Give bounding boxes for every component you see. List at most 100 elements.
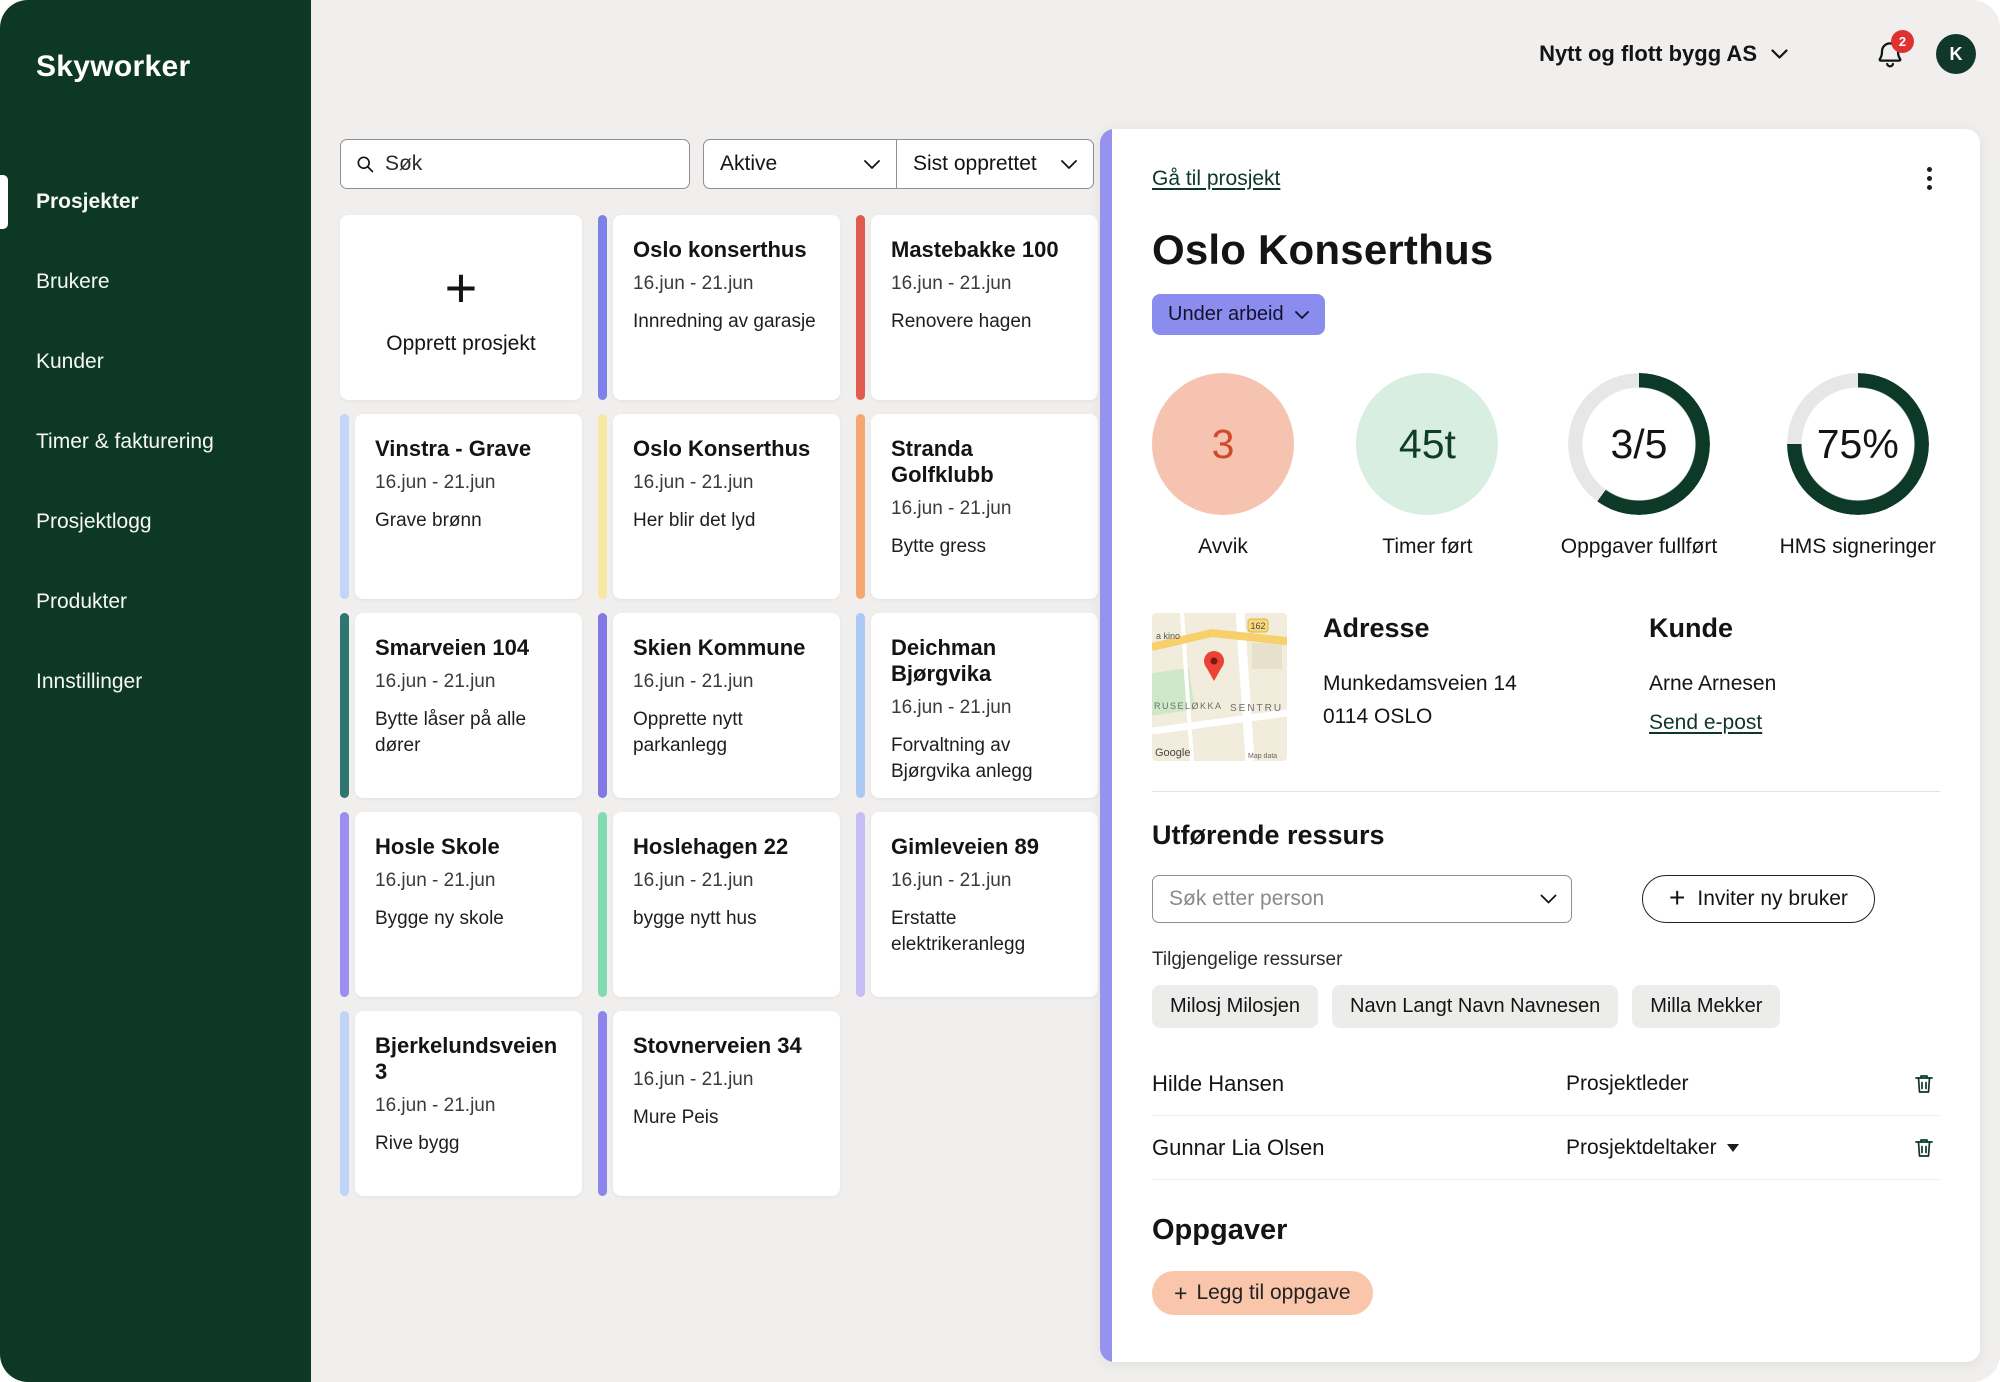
resource-chip[interactable]: Milosj Milosjen	[1152, 985, 1319, 1028]
project-card-body: Bjerkelundsveien 3 16.jun - 21.jun Rive …	[355, 1011, 582, 1196]
create-project-label: Opprett prosjekt	[386, 331, 536, 355]
map-block	[1252, 643, 1282, 669]
resource-chip[interactable]: Milla Mekker	[1632, 985, 1781, 1028]
project-card[interactable]: Oslo konserthus 16.jun - 21.jun Innredni…	[598, 215, 840, 400]
map-pin-icon	[1210, 657, 1218, 665]
project-description: Erstatte elektrikeranlegg	[891, 908, 1026, 955]
project-title: Hoslehagen 22	[633, 834, 789, 859]
project-accent-bar	[340, 613, 349, 798]
delete-member-button[interactable]	[1908, 1068, 1940, 1100]
map-highway	[1152, 628, 1287, 651]
project-title: Deichman Bjørgvika	[891, 635, 997, 686]
add-task-button[interactable]: + Legg til oppgave	[1152, 1271, 1373, 1315]
sidebar-item-label: Prosjektlogg	[36, 510, 152, 533]
project-title: Skien Kommune	[633, 635, 806, 660]
project-description: Her blir det lyd	[633, 510, 756, 531]
project-description: Mure Peis	[633, 1107, 719, 1128]
search-icon	[357, 156, 374, 173]
user-avatar[interactable]: K	[1936, 34, 1976, 74]
project-card[interactable]: Gimleveien 89 16.jun - 21.jun Erstatte e…	[856, 812, 1098, 997]
project-title: Oslo konserthus	[633, 237, 807, 262]
member-name: Gunnar Lia Olsen	[1152, 1134, 1325, 1160]
sidebar-item-prosjektlogg[interactable]: Prosjektlogg	[0, 482, 311, 562]
caret-down-icon	[1726, 1143, 1739, 1152]
project-card[interactable]: Stranda Golfklubb 16.jun - 21.jun Bytte …	[856, 414, 1098, 599]
sidebar-item-prosjekter[interactable]: Prosjekter	[0, 162, 311, 242]
sidebar-item-label: Innstillinger	[36, 670, 143, 693]
project-accent-bar	[856, 812, 865, 997]
project-accent-bar	[340, 414, 349, 599]
stat-label: Avvik	[1198, 535, 1248, 558]
project-dates: 16.jun - 21.jun	[891, 498, 1012, 519]
project-card-body: Oslo konserthus 16.jun - 21.jun Innredni…	[613, 215, 840, 400]
project-card[interactable]: Mastebakke 100 16.jun - 21.jun Renovere …	[856, 215, 1098, 400]
send-email-link[interactable]: Send e-post	[1649, 710, 1763, 734]
project-card[interactable]: Hosle Skole 16.jun - 21.jun Bygge ny sko…	[340, 812, 582, 997]
stat-hms-signeringer: 75% HMS signeringer	[1780, 373, 1936, 559]
map-pin-icon	[1205, 665, 1223, 681]
project-card-body: Deichman Bjørgvika 16.jun - 21.jun Forva…	[871, 613, 1098, 798]
notification-badge: 2	[1891, 30, 1914, 53]
resource-chip[interactable]: Navn Langt Navn Navnesen	[1332, 985, 1619, 1028]
address-line-1: Munkedamsveien 14	[1323, 672, 1517, 695]
company-selector[interactable]: Nytt og flott bygg AS	[1539, 41, 1788, 67]
project-card-body: Gimleveien 89 16.jun - 21.jun Erstatte e…	[871, 812, 1098, 997]
stat-oppgaver-fullfort: 3/5 Oppgaver fullført	[1561, 373, 1717, 559]
project-card[interactable]: Smarveien 104 16.jun - 21.jun Bytte låse…	[340, 613, 582, 798]
map-road-badge	[1247, 618, 1269, 633]
more-options-button[interactable]	[1919, 163, 1940, 194]
project-card[interactable]: Stovnerveien 34 16.jun - 21.jun Mure Pei…	[598, 1011, 840, 1196]
project-search	[340, 139, 690, 189]
project-accent-bar	[598, 414, 607, 599]
status-badge[interactable]: Under arbeid	[1152, 294, 1325, 335]
sidebar: Skyworker Prosjekter Brukere Kunder Time…	[0, 0, 311, 1382]
sort-select[interactable]: Sist opprettet	[897, 139, 1094, 189]
project-card[interactable]: Oslo Konserthus 16.jun - 21.jun Her blir…	[598, 414, 840, 599]
go-to-project-link[interactable]: Gå til prosjekt	[1152, 166, 1281, 190]
sidebar-item-label: Brukere	[36, 270, 110, 293]
kebab-dot	[1927, 167, 1932, 172]
map-thumbnail[interactable]: 162 a kino RUSELØKKA SENTRU Google Map d…	[1152, 613, 1287, 761]
customer-heading: Kunde	[1649, 613, 1733, 643]
project-description: Bytte gress	[891, 536, 987, 557]
project-card[interactable]: Deichman Bjørgvika 16.jun - 21.jun Forva…	[856, 613, 1098, 798]
invite-user-button[interactable]: + Inviter ny bruker	[1642, 875, 1875, 923]
project-title: Hosle Skole	[375, 834, 500, 859]
sidebar-item-label: Prosjekter	[36, 190, 139, 213]
status-filter-select[interactable]: Aktive	[703, 139, 897, 189]
member-role-dropdown[interactable]: Prosjektdeltaker	[1566, 1136, 1896, 1160]
stat-value: 3	[1211, 420, 1235, 467]
project-dates: 16.jun - 21.jun	[891, 870, 1012, 891]
project-title: Vinstra - Grave	[375, 436, 532, 461]
sidebar-item-innstillinger[interactable]: Innstillinger	[0, 642, 311, 722]
person-search	[1152, 875, 1572, 923]
chevron-down-icon	[864, 159, 880, 169]
customer-block: Kunde Arne Arnesen Send e-post	[1649, 613, 1940, 761]
status-filter-value: Aktive	[720, 152, 778, 175]
project-card-body: Stovnerveien 34 16.jun - 21.jun Mure Pei…	[613, 1011, 840, 1196]
delete-member-button[interactable]	[1908, 1132, 1940, 1164]
map-road	[1152, 709, 1287, 735]
project-dates: 16.jun - 21.jun	[891, 273, 1012, 294]
sidebar-item-produkter[interactable]: Produkter	[0, 562, 311, 642]
project-title: Smarveien 104	[375, 635, 530, 660]
map-label-district: RUSELØKKA	[1154, 701, 1223, 711]
project-card[interactable]: Skien Kommune 16.jun - 21.jun Opprette n…	[598, 613, 840, 798]
app-logo: Skyworker	[36, 50, 191, 83]
person-search-input[interactable]	[1152, 875, 1572, 923]
project-card[interactable]: Hoslehagen 22 16.jun - 21.jun bygge nytt…	[598, 812, 840, 997]
project-description: bygge nytt hus	[633, 908, 757, 929]
project-card[interactable]: Bjerkelundsveien 3 16.jun - 21.jun Rive …	[340, 1011, 582, 1196]
active-indicator	[0, 175, 8, 229]
sidebar-item-kunder[interactable]: Kunder	[0, 322, 311, 402]
create-project-button[interactable]: + Opprett prosjekt	[340, 215, 582, 400]
address-heading: Adresse	[1323, 613, 1430, 643]
project-description: Grave brønn	[375, 510, 482, 531]
sidebar-item-brukere[interactable]: Brukere	[0, 242, 311, 322]
notifications-button[interactable]: 2	[1874, 30, 1914, 70]
stat-label: Timer ført	[1382, 535, 1473, 558]
project-card[interactable]: Vinstra - Grave 16.jun - 21.jun Grave br…	[340, 414, 582, 599]
search-input[interactable]	[384, 152, 675, 176]
project-card-body: Stranda Golfklubb 16.jun - 21.jun Bytte …	[871, 414, 1098, 599]
sidebar-item-timer-fakturering[interactable]: Timer & fakturering	[0, 402, 311, 482]
